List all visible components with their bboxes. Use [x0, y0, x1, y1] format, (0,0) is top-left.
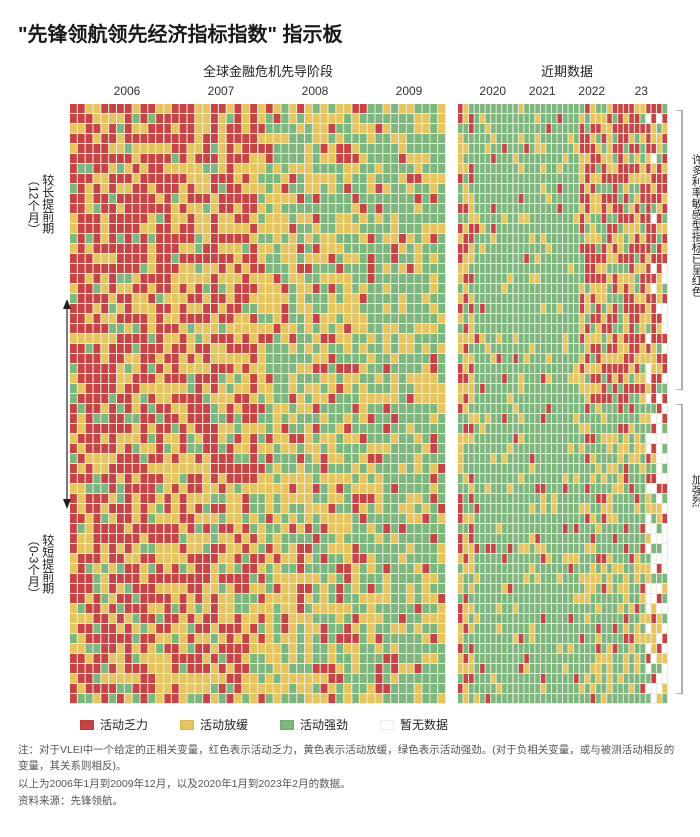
right-panel-title: 近期数据: [468, 61, 666, 80]
lead-arrow-icon: [58, 104, 76, 704]
year-label: 2006: [80, 84, 174, 98]
year-label: 2020: [468, 84, 518, 98]
legend-label: 活动放缓: [200, 716, 248, 733]
footnote: 注：对于VLEI中一个给定的正相关变量，红色表示活动乏力，黄色表示活动放缓，绿色…: [18, 743, 682, 810]
year-label: 2022: [567, 84, 617, 98]
swatch-yellow: [180, 720, 194, 730]
year-label: 2009: [362, 84, 456, 98]
heatmap-right: [458, 104, 668, 704]
legend-item: 暂无数据: [380, 716, 448, 733]
swatch-red: [80, 720, 94, 730]
legend-item: 活动强劲: [280, 716, 348, 733]
right-axis-top-label: 许多利率敏感型指标已呈红色: [688, 154, 700, 297]
year-label: 23: [617, 84, 667, 98]
legend-label: 暂无数据: [400, 716, 448, 733]
footnote-line: 以上为2006年1月到2009年12月，以及2020年1月到2023年2月的数据…: [18, 777, 682, 793]
right-axis: 许多利率敏感型指标已呈红色 只有当这些指标随之变色后，衰退信号才会更加强烈: [668, 104, 682, 704]
legend-label: 活动强劲: [300, 716, 348, 733]
right-axis-bottom-label: 只有当这些指标随之变色后，衰退信号才会更加强烈: [688, 474, 700, 704]
legend-item: 活动放缓: [180, 716, 248, 733]
year-label: 2021: [518, 84, 568, 98]
swatch-green: [280, 720, 294, 730]
panel-titles: 全球金融危机先导阶段 近期数据: [80, 61, 666, 80]
bracket-top-icon: [676, 110, 686, 390]
year-axis: 2006 2007 2008 2009 2020 2021 2022 23: [80, 84, 666, 98]
footnote-line: 资料来源：先锋领航。: [18, 794, 682, 810]
left-axis: 较长提前期（12个月） 较短提前期（0-3个月）: [18, 104, 70, 704]
left-axis-top-label: 较长提前期（12个月）: [26, 174, 55, 235]
year-label: 2007: [174, 84, 268, 98]
legend-item: 活动乏力: [80, 716, 148, 733]
page-title: "先锋领航领先经济指标指数" 指示板: [18, 18, 682, 47]
left-panel-title: 全球金融危机先导阶段: [80, 61, 456, 80]
footnote-line: 注：对于VLEI中一个给定的正相关变量，红色表示活动乏力，黄色表示活动放缓，绿色…: [18, 743, 682, 775]
chart-area: 较长提前期（12个月） 较短提前期（0-3个月） 许多利率敏感型指标已呈红色 只…: [18, 104, 682, 704]
legend: 活动乏力 活动放缓 活动强劲 暂无数据: [80, 716, 682, 733]
left-axis-bottom-label: 较短提前期（0-3个月）: [26, 534, 55, 599]
year-label: 2008: [268, 84, 362, 98]
swatch-white: [380, 720, 394, 730]
legend-label: 活动乏力: [100, 716, 148, 733]
heatmap-left: [70, 104, 446, 704]
bracket-bottom-icon: [676, 404, 686, 694]
